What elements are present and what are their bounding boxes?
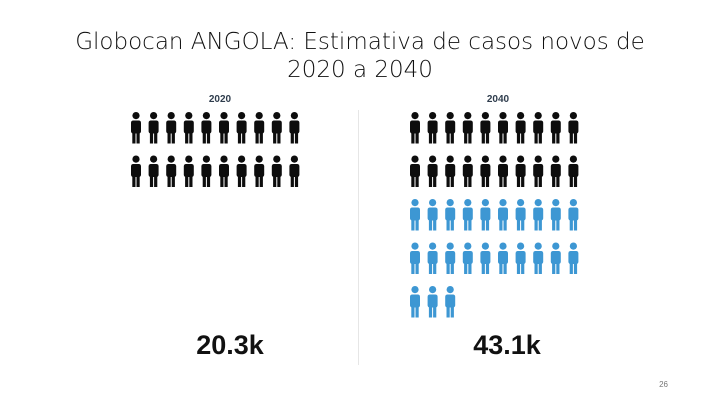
right-total-value: 43.1k — [473, 330, 541, 360]
person-icon — [410, 199, 420, 231]
person-icon — [462, 199, 473, 231]
person-icon — [427, 112, 438, 144]
person-icon — [462, 242, 473, 274]
person-icon — [445, 242, 456, 274]
person-icon — [533, 155, 544, 187]
person-icon — [480, 199, 491, 231]
person-icon — [410, 286, 420, 318]
person-icon — [410, 112, 420, 144]
slide-title-line2: 2020 a 2040 — [287, 57, 433, 83]
person-icon — [480, 112, 491, 144]
panel-divider — [358, 110, 359, 365]
person-icon — [550, 199, 561, 231]
person-icon — [445, 112, 456, 144]
left-year-label: 2020 — [208, 94, 232, 105]
person-icon — [201, 112, 212, 144]
person-icon — [515, 242, 526, 274]
person-icon — [515, 155, 526, 187]
person-icon — [201, 155, 212, 187]
person-icon — [480, 242, 491, 274]
person-icon — [550, 112, 561, 144]
person-icon — [445, 199, 456, 231]
person-icon — [550, 242, 561, 274]
person-icon — [445, 286, 456, 318]
person-icon — [236, 155, 247, 187]
person-icon — [445, 155, 456, 187]
person-icon — [183, 155, 194, 187]
person-icon — [568, 199, 579, 231]
person-icon — [533, 242, 544, 274]
person-icon — [462, 155, 473, 187]
person-icon — [498, 112, 508, 144]
left-icon-array — [131, 112, 300, 187]
person-icon — [427, 155, 438, 187]
person-icon — [219, 112, 229, 144]
person-icon — [515, 199, 526, 231]
person-icon — [498, 199, 508, 231]
person-icon — [498, 155, 508, 187]
person-icon — [236, 112, 247, 144]
person-icon — [289, 112, 300, 144]
person-icon — [166, 112, 177, 144]
person-icon — [271, 112, 282, 144]
person-icon — [568, 155, 579, 187]
person-icon — [271, 155, 282, 187]
slide-title: Globocan ANGOLA: Estimativa de casos nov… — [60, 28, 660, 84]
person-icon — [254, 112, 265, 144]
person-icon — [410, 242, 420, 274]
person-icon — [550, 155, 561, 187]
page-number: 26 — [659, 380, 668, 389]
person-icon — [254, 155, 265, 187]
person-icon — [533, 112, 544, 144]
person-icon — [183, 112, 194, 144]
person-icon — [289, 155, 300, 187]
person-icon — [427, 199, 438, 231]
person-icon — [410, 155, 420, 187]
person-icon — [219, 155, 229, 187]
right-year-label: 2040 — [486, 94, 510, 105]
person-icon — [568, 112, 579, 144]
person-icon — [498, 242, 508, 274]
person-icon — [462, 112, 473, 144]
person-icon — [427, 286, 438, 318]
person-icon — [148, 155, 159, 187]
person-icon — [480, 155, 491, 187]
person-icon — [427, 242, 438, 274]
person-icon — [533, 199, 544, 231]
person-icon — [131, 155, 141, 187]
slide-title-line1: Globocan ANGOLA: Estimativa de casos nov… — [75, 29, 645, 55]
person-icon — [148, 112, 159, 144]
person-icon — [568, 242, 579, 274]
left-total-value: 20.3k — [196, 330, 264, 360]
right-icon-array — [410, 112, 579, 318]
person-icon — [166, 155, 177, 187]
person-icon — [515, 112, 526, 144]
person-icon — [131, 112, 141, 144]
